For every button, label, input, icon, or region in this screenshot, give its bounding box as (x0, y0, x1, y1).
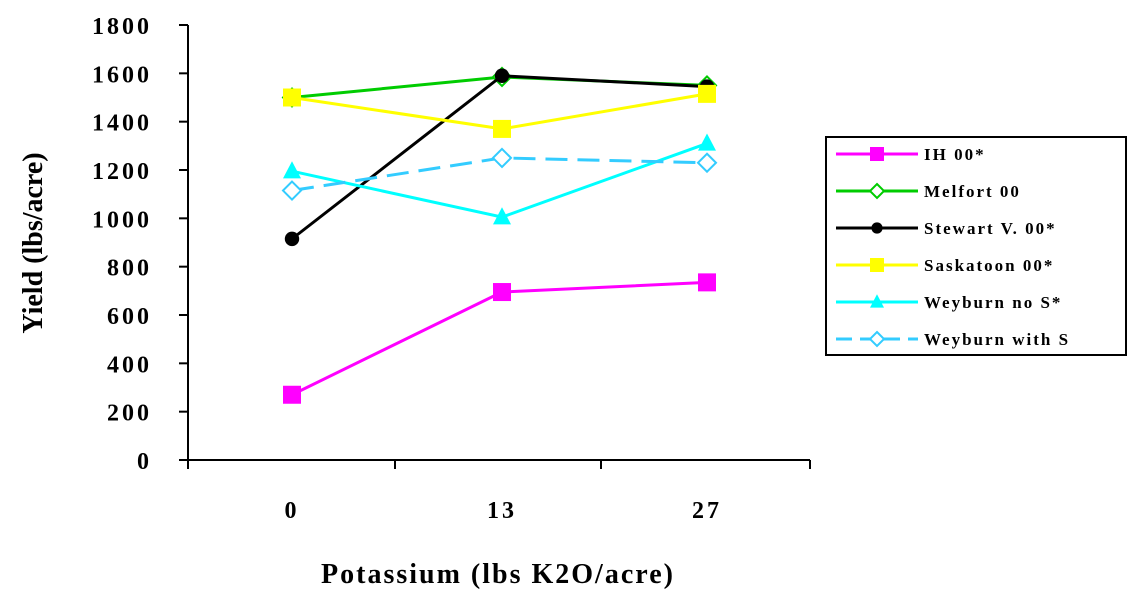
x-axis-ticks: 0 13 27 (187, 460, 811, 524)
y-tick-label: 200 (107, 401, 152, 427)
legend-item: Weyburn with S (836, 330, 1070, 349)
y-tick-label: 800 (107, 256, 152, 282)
series-group (281, 147, 718, 201)
y-tick-label: 1200 (92, 159, 152, 185)
y-tick-label: 400 (107, 352, 152, 378)
legend-item: Saskatoon 00* (836, 256, 1054, 275)
series-group (283, 273, 716, 404)
data-point-marker (491, 147, 513, 169)
series-layer (281, 66, 718, 404)
data-point-marker (698, 273, 716, 292)
legend-box (825, 136, 1127, 356)
y-tick-label: 0 (137, 449, 152, 475)
series-group (283, 133, 716, 225)
data-point-marker (283, 385, 301, 404)
legend-label: Weyburn with S (924, 330, 1070, 349)
series-group (283, 84, 716, 138)
x-axis-title: Potassium (lbs K2O/acre) (321, 559, 675, 590)
data-point-marker (698, 84, 716, 103)
data-point-marker (871, 222, 883, 234)
legend-label: Weyburn no S* (924, 293, 1062, 312)
y-axis-title: Yield (lbs/acre) (18, 152, 49, 333)
x-tick-label: 27 (692, 498, 722, 524)
legend: IH 00* Melfort 00 Stewart V. 00* Saskatoon … (825, 136, 1127, 356)
data-point-marker (281, 180, 303, 201)
data-point-marker (868, 182, 886, 200)
x-tick-label: 0 (285, 498, 300, 524)
data-point-marker (493, 119, 511, 138)
data-point-marker (284, 231, 300, 247)
legend-item: IH 00* (836, 145, 986, 164)
legend-item: Melfort 00 (836, 182, 1021, 201)
y-tick-label: 1400 (92, 111, 152, 137)
axes (187, 25, 810, 461)
legend-item: Weyburn no S* (836, 293, 1062, 312)
legend-label: Saskatoon 00* (924, 256, 1054, 275)
y-tick-label: 1800 (92, 14, 152, 40)
x-tick-label: 13 (487, 498, 517, 524)
y-tick-label: 1600 (92, 62, 152, 88)
data-point-marker (870, 258, 884, 272)
data-point-marker (870, 294, 884, 308)
y-axis-ticks: 0 200 400 600 800 1000 1200 1400 1600 1800 (92, 14, 188, 475)
legend-item: Stewart V. 00* (836, 219, 1057, 238)
data-point-marker (868, 330, 886, 348)
legend-label: IH 00* (924, 145, 986, 164)
data-point-marker (493, 207, 511, 225)
data-point-marker (696, 152, 718, 174)
y-tick-label: 600 (107, 304, 152, 330)
y-tick-label: 1000 (92, 207, 152, 233)
legend-label: Melfort 00 (924, 182, 1021, 201)
data-point-marker (494, 68, 510, 83)
data-point-marker (493, 283, 511, 302)
data-point-marker (283, 88, 301, 107)
data-point-marker (283, 161, 301, 179)
data-point-marker (698, 133, 716, 151)
legend-label: Stewart V. 00* (924, 219, 1057, 238)
data-point-marker (870, 147, 884, 161)
